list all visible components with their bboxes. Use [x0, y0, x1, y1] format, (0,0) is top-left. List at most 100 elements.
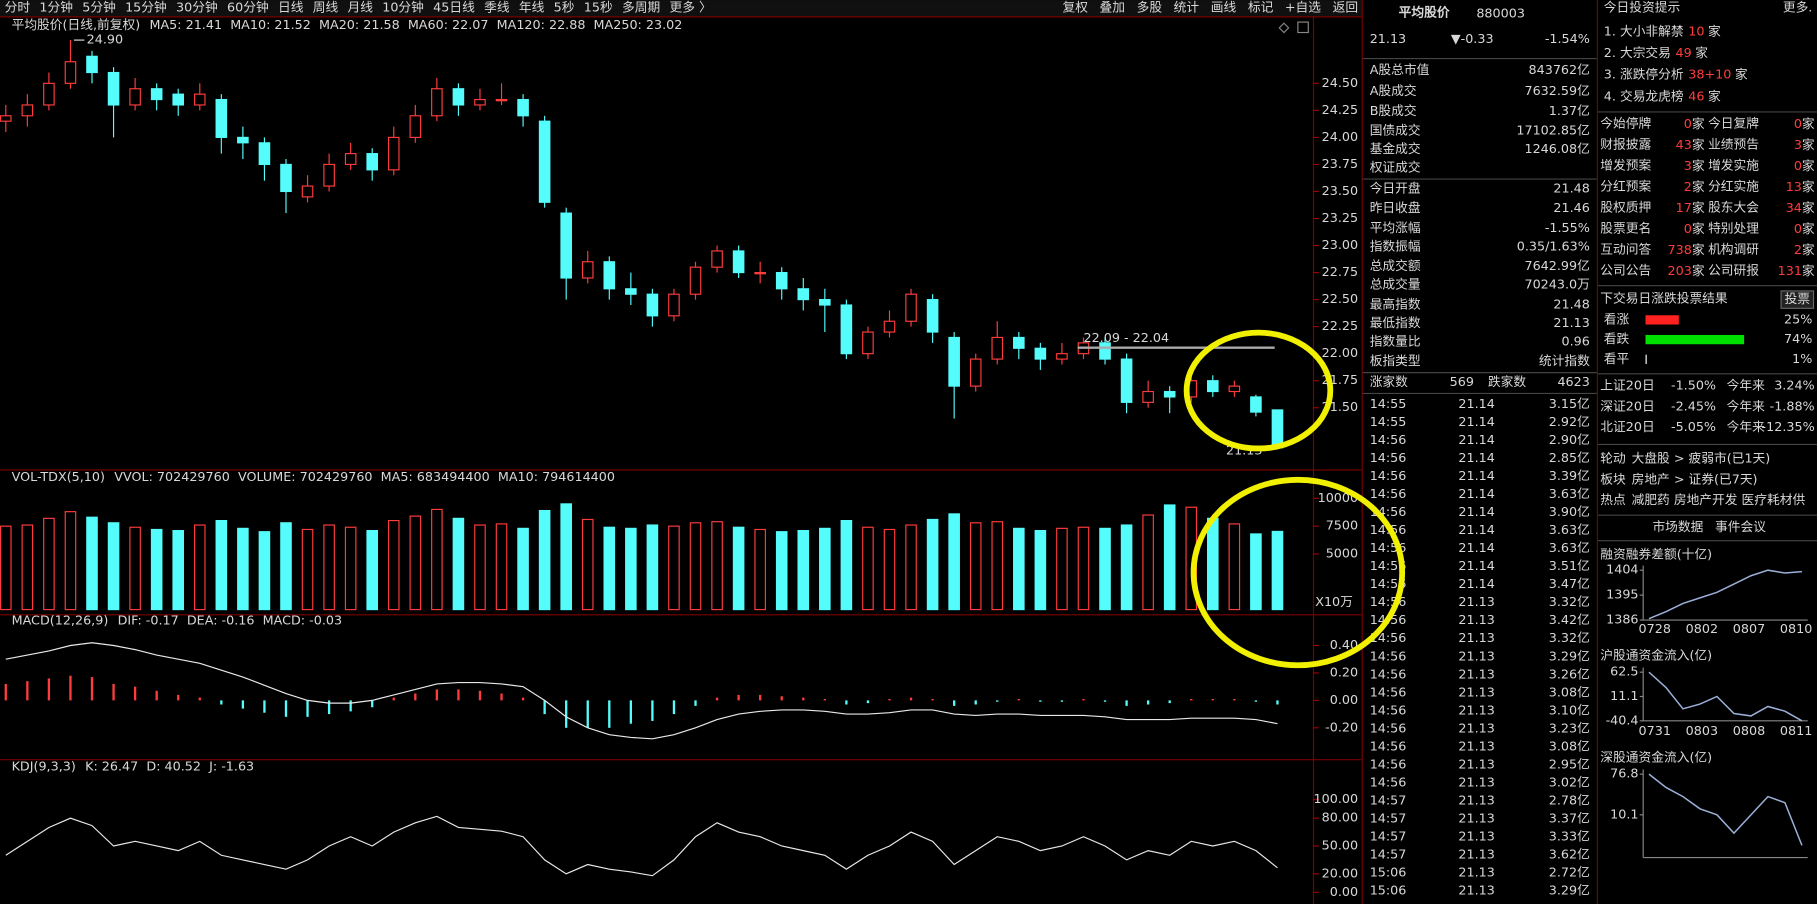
index-ytd: -12.35%	[1762, 420, 1815, 435]
volume-bar	[474, 524, 486, 611]
toolbar-tab[interactable]: 15分钟	[125, 0, 167, 16]
stock-name: 平均股价	[1399, 4, 1450, 20]
volume-bar	[280, 522, 292, 611]
toolbar-button[interactable]: 多股	[1137, 1, 1163, 16]
more-link[interactable]: 更多.	[1783, 1, 1813, 16]
stat-label: 权证成交	[1370, 160, 1421, 176]
tick-amount: 2.95亿	[1549, 757, 1590, 772]
volume-bar	[775, 531, 788, 611]
toolbar-button[interactable]: 画线	[1211, 1, 1237, 16]
toolbar-button[interactable]: 统计	[1174, 1, 1200, 16]
toolbar-button[interactable]: 叠加	[1100, 1, 1125, 16]
toolbar-button[interactable]: +自选	[1285, 1, 1321, 16]
tick-amount: 3.15亿	[1549, 397, 1590, 412]
mini-title: 沪股通资金流入(亿)	[1600, 647, 1712, 663]
candle-body	[237, 136, 249, 144]
stat-label: 最高指数	[1370, 296, 1421, 312]
volume-bar	[431, 508, 443, 611]
stat-label: 平均涨幅	[1370, 221, 1421, 236]
grid-count: 738家	[1668, 241, 1705, 257]
candle-body	[150, 88, 163, 101]
highlight-label: 4. 交易龙虎榜	[1604, 88, 1684, 104]
grid-count-unit: 家	[1802, 199, 1815, 215]
vote-button[interactable]	[1780, 290, 1815, 309]
volume-bar	[150, 528, 163, 611]
toolbar	[0, 0, 1362, 17]
tick-amount: 3.63亿	[1549, 523, 1590, 538]
y-tick-label: 0.20	[1330, 665, 1358, 680]
tab[interactable]: 市场数据	[1652, 519, 1703, 535]
candle-body	[991, 336, 1004, 360]
toolbar-tab[interactable]: 5秒	[554, 1, 575, 16]
volume-bar	[1099, 527, 1111, 611]
candle-body	[1142, 390, 1154, 403]
candle-body	[948, 336, 960, 387]
indicator-label: MA10: 21.52	[230, 18, 311, 33]
mini-line	[1648, 671, 1803, 722]
tick-price: 21.13	[1458, 884, 1494, 899]
grid-count-value: 3	[1684, 159, 1692, 174]
toolbar-button[interactable]: 标记	[1248, 1, 1274, 16]
highlight-count: 10	[1688, 24, 1704, 39]
tick-amount: 2.72亿	[1549, 865, 1590, 880]
toolbar-tab[interactable]: 日线	[278, 1, 304, 16]
volume-bar	[1207, 517, 1219, 611]
toolbar-tab[interactable]: 60分钟	[227, 0, 269, 16]
y-tick-label: 0.00	[1330, 693, 1358, 708]
y-tick-label: 23.75	[1322, 157, 1358, 172]
y-tick-label: 20.00	[1322, 866, 1358, 881]
grid-count-value: 738	[1668, 242, 1692, 257]
indicator-label: MA120: 22.88	[497, 18, 586, 33]
toolbar-tab[interactable]: 年线	[519, 1, 545, 16]
candle-body	[474, 98, 486, 106]
stat-label: 国债成交	[1370, 123, 1421, 139]
grid-count: 3家	[1684, 158, 1705, 174]
grid-count: 34家	[1786, 199, 1815, 215]
candle-body	[409, 115, 422, 138]
volume-bar	[129, 526, 141, 611]
toolbar-tab[interactable]: 10分钟	[382, 0, 424, 16]
grid-count-unit: 家	[1802, 262, 1815, 278]
toolbar-tab[interactable]: 分时	[5, 1, 31, 16]
tab[interactable]: 事件会议	[1715, 520, 1766, 535]
stat-value: 0.35/1.63%	[1517, 239, 1590, 254]
stat-value: -1.55%	[1545, 221, 1590, 236]
grid-count: 0家	[1794, 158, 1815, 174]
tick-time: 14:56	[1370, 757, 1407, 772]
grid-count-unit: 家	[1802, 241, 1815, 257]
toolbar-button[interactable]: 复权	[1062, 0, 1088, 16]
candle-body	[64, 61, 77, 84]
toolbar-tab[interactable]: 5分钟	[82, 0, 116, 16]
tick-price: 21.14	[1458, 523, 1494, 538]
volume-bar	[797, 530, 810, 611]
tick-time: 14:57	[1370, 811, 1407, 826]
tick-price: 21.13	[1458, 613, 1494, 628]
candle-body	[1250, 396, 1262, 413]
stat-value: 21.13	[1553, 316, 1589, 331]
grid-label: 机构调研	[1708, 242, 1759, 257]
tick-time: 14:57	[1370, 829, 1407, 844]
tick-price: 21.13	[1458, 811, 1494, 826]
toolbar-tab[interactable]: 月线	[347, 1, 373, 16]
volume-bar	[969, 522, 982, 611]
toolbar-button[interactable]: 返回	[1333, 1, 1358, 16]
volume-bar	[21, 524, 34, 611]
mini-x-label: 0810	[1780, 622, 1812, 637]
y-tick-label: 24.25	[1322, 103, 1358, 118]
toolbar-tab[interactable]: 15秒	[584, 1, 613, 16]
toolbar-tab[interactable]: 周线	[313, 1, 339, 16]
stat-label: 板指类型	[1370, 354, 1421, 369]
candle-body	[344, 153, 357, 166]
toolbar-tab[interactable]: 多周期	[622, 1, 660, 16]
toolbar-tab[interactable]: 季线	[484, 1, 510, 16]
toolbar-tab[interactable]: 30分钟	[176, 0, 218, 16]
grid-count-value: 203	[1668, 263, 1692, 278]
volume-bar	[948, 513, 960, 611]
candle-body	[538, 120, 551, 203]
toolbar-tab[interactable]: 更多 〉	[669, 1, 711, 16]
toolbar-tab[interactable]: 1分钟	[39, 0, 73, 16]
stat-value: 7632.59亿	[1524, 84, 1589, 99]
toolbar-tab[interactable]: 45日线	[433, 1, 475, 16]
highlight-unit: 家	[1695, 45, 1708, 61]
